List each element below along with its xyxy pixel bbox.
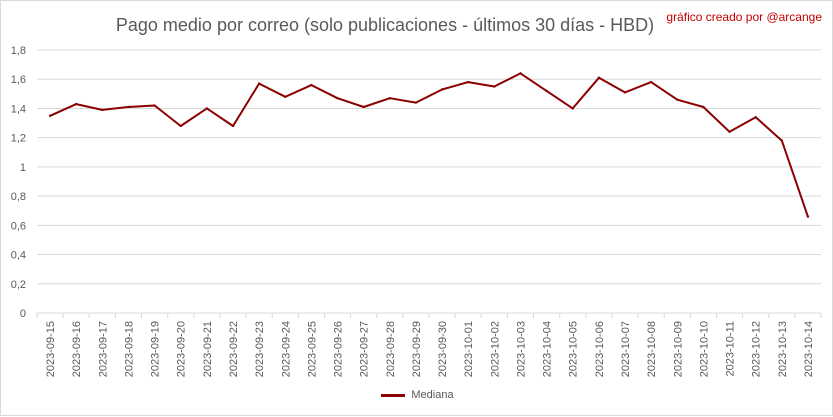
data-point xyxy=(153,104,156,107)
y-tick-label: 0,8 xyxy=(11,191,26,203)
x-tick-label: 2023-10-13 xyxy=(777,321,789,377)
x-tick-label: 2023-09-29 xyxy=(411,321,423,377)
x-tick-label: 2023-10-03 xyxy=(515,321,527,377)
data-point xyxy=(310,83,313,87)
data-point xyxy=(676,98,679,101)
y-tick-label: 0,6 xyxy=(11,220,26,232)
data-point xyxy=(702,105,705,109)
y-tick-label: 0,2 xyxy=(11,279,26,291)
y-tick-label: 0,4 xyxy=(11,250,26,262)
data-point xyxy=(231,124,235,128)
x-tick-label: 2023-09-18 xyxy=(123,321,135,377)
data-point xyxy=(623,91,627,94)
data-point xyxy=(519,72,522,75)
x-tick-label: 2023-10-09 xyxy=(672,321,684,377)
x-tick-label: 2023-10-02 xyxy=(489,321,501,377)
y-tick-label: 1,2 xyxy=(11,133,26,145)
data-point xyxy=(336,97,339,100)
y-tick-label: 0 xyxy=(20,308,26,320)
legend: Mediana xyxy=(1,389,833,401)
x-tick-label: 2023-10-14 xyxy=(803,321,815,377)
data-point xyxy=(597,76,601,79)
x-tick-label: 2023-09-26 xyxy=(333,321,345,377)
x-tick-label: 2023-10-12 xyxy=(751,321,763,377)
x-tick-label: 2023-09-23 xyxy=(254,321,266,377)
data-point xyxy=(414,101,418,104)
x-tick-label: 2023-09-27 xyxy=(359,321,371,377)
x-tick-label: 2023-09-24 xyxy=(280,321,292,377)
y-tick-label: 1 xyxy=(20,162,26,174)
x-tick-label: 2023-09-21 xyxy=(202,321,214,377)
x-tick-label: 2023-10-08 xyxy=(646,321,658,377)
data-point xyxy=(127,105,130,109)
x-tick-label: 2023-09-30 xyxy=(437,321,449,377)
data-point xyxy=(571,107,574,110)
x-tick-label: 2023-10-10 xyxy=(698,321,710,377)
credit-label: gráfico creado por @arcange xyxy=(666,10,822,24)
data-point xyxy=(780,139,783,142)
x-tick-label: 2023-10-07 xyxy=(620,321,632,377)
x-tick-label: 2023-09-17 xyxy=(97,321,109,377)
data-point xyxy=(48,114,52,117)
data-point xyxy=(728,130,731,134)
x-tick-label: 2023-09-15 xyxy=(45,321,57,377)
data-point xyxy=(806,215,810,218)
data-point xyxy=(493,85,496,88)
x-tick-label: 2023-09-28 xyxy=(385,321,397,377)
y-tick-label: 1,8 xyxy=(11,45,26,57)
data-point xyxy=(467,80,470,84)
legend-swatch xyxy=(381,393,406,397)
x-tick-label: 2023-09-19 xyxy=(150,321,162,377)
data-point xyxy=(257,82,261,85)
data-point xyxy=(649,80,653,84)
x-tick-label: 2023-09-22 xyxy=(228,321,240,377)
x-tick-label: 2023-09-20 xyxy=(176,321,188,377)
data-point xyxy=(545,89,548,93)
legend-label: Mediana xyxy=(411,389,454,401)
x-tick-label: 2023-09-16 xyxy=(71,321,83,377)
series-line xyxy=(49,72,809,217)
x-tick-label: 2023-09-25 xyxy=(306,321,318,377)
data-point xyxy=(754,116,757,119)
x-tick-label: 2023-10-05 xyxy=(568,321,580,377)
data-point xyxy=(388,97,391,100)
data-point xyxy=(205,107,209,110)
data-point xyxy=(179,124,182,128)
data-point xyxy=(284,95,287,98)
x-tick-label: 2023-10-04 xyxy=(542,321,554,377)
data-point xyxy=(440,88,444,91)
y-tick-label: 1,6 xyxy=(11,74,26,86)
y-tick-label: 1,4 xyxy=(11,103,26,115)
x-tick-label: 2023-10-06 xyxy=(594,321,606,377)
x-tick-label: 2023-10-11 xyxy=(725,321,737,376)
data-point xyxy=(75,102,78,106)
data-point xyxy=(362,105,365,109)
data-point xyxy=(101,108,104,112)
x-tick-label: 2023-10-01 xyxy=(463,321,475,377)
chart-title: Pago medio por correo (solo publicacione… xyxy=(115,15,655,35)
